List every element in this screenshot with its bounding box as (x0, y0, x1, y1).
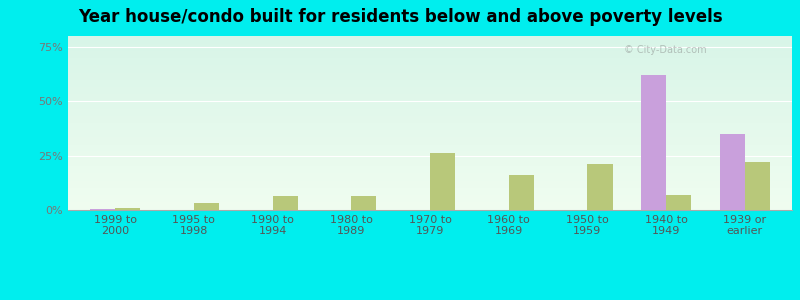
Bar (351, 196, 377, 210)
Bar (745, 162, 770, 210)
Bar (115, 208, 141, 210)
Bar (273, 196, 298, 210)
Bar (587, 164, 613, 210)
Text: © City-Data.com: © City-Data.com (624, 45, 706, 55)
Bar (430, 154, 455, 210)
Bar (194, 203, 219, 210)
Text: Year house/condo built for residents below and above poverty levels: Year house/condo built for residents bel… (78, 8, 722, 26)
Bar (509, 175, 534, 210)
Bar (90, 209, 115, 210)
Bar (641, 75, 666, 210)
Bar (720, 134, 745, 210)
Bar (666, 195, 691, 210)
